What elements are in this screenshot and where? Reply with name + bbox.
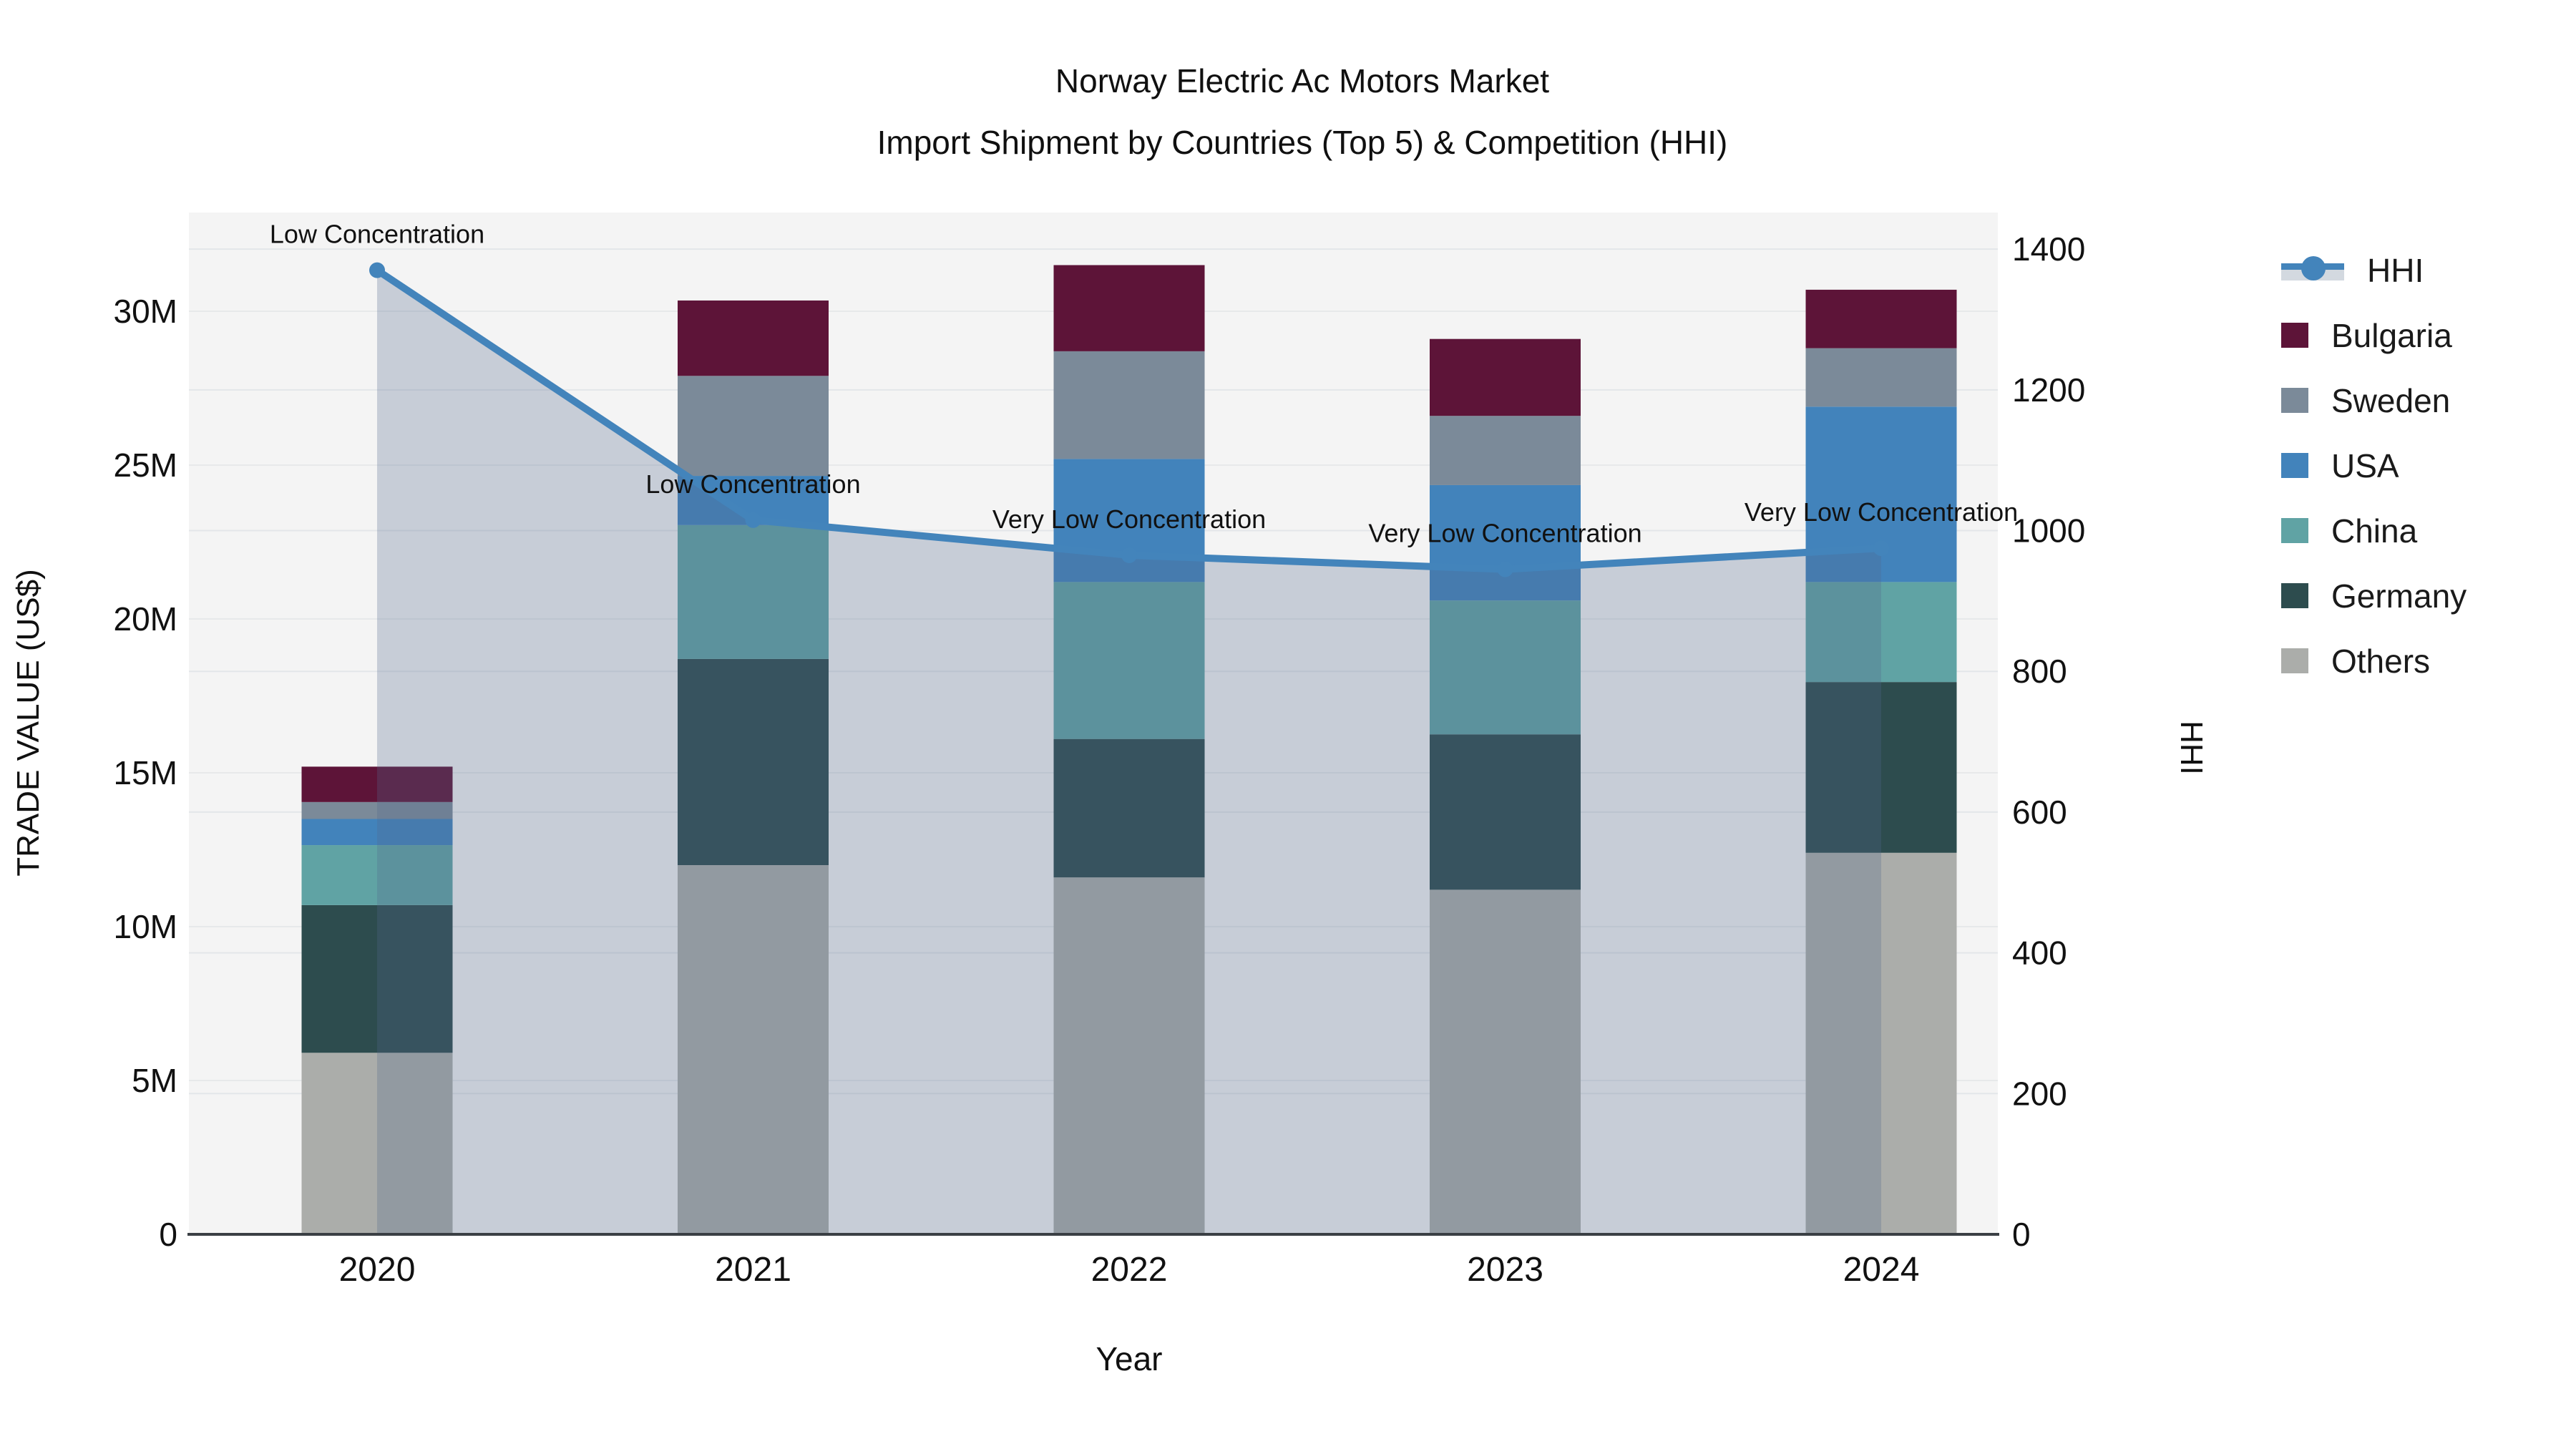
hhi-marker-2020[interactable] xyxy=(369,262,385,278)
legend-item-sweden[interactable]: Sweden xyxy=(2281,368,2467,433)
legend: HHI Bulgaria Sweden USA China Germany Others xyxy=(2281,238,2467,693)
y-right-tick-1000: 1000 xyxy=(2012,512,2085,550)
y-left-tick-30M: 30M xyxy=(114,293,177,330)
chart-title-line1: Norway Electric Ac Motors Market xyxy=(1055,62,1550,99)
bar-segment-2020-sweden[interactable] xyxy=(301,801,453,819)
y-right-tick-1400: 1400 xyxy=(2012,230,2085,268)
y-right-tick-600: 600 xyxy=(2012,794,2067,831)
bar-segment-2021-sweden[interactable] xyxy=(678,376,829,477)
bar-segment-2020-others[interactable] xyxy=(301,1053,453,1234)
bar-segment-2022-others[interactable] xyxy=(1053,877,1205,1234)
bar-segment-2022-china[interactable] xyxy=(1053,582,1205,739)
legend-swatch-usa xyxy=(2281,453,2308,478)
y-left-tick-10M: 10M xyxy=(114,908,177,945)
bar-segment-2020-usa[interactable] xyxy=(301,819,453,846)
annotation-2020: Low Concentration xyxy=(270,220,484,249)
legend-item-germany[interactable]: Germany xyxy=(2281,563,2467,628)
y-right-tick-200: 200 xyxy=(2012,1075,2067,1112)
bar-segment-2024-germany[interactable] xyxy=(1805,682,1957,853)
y-right-tick-800: 800 xyxy=(2012,653,2067,690)
bar-segment-2022-bulgaria[interactable] xyxy=(1053,265,1205,351)
hhi-marker-2024[interactable] xyxy=(1873,540,1889,557)
bar-segment-2023-china[interactable] xyxy=(1430,600,1581,735)
bar-segment-2021-others[interactable] xyxy=(678,865,829,1234)
x-tick-2023: 2023 xyxy=(1467,1251,1543,1289)
hhi-area-fill xyxy=(377,270,1881,1234)
bar-segment-2024-sweden[interactable] xyxy=(1805,348,1957,407)
x-tick-2021: 2021 xyxy=(715,1251,791,1289)
annotation-2024: Very Low Concentration xyxy=(1745,497,2018,527)
legend-label-bulgaria: Bulgaria xyxy=(2331,316,2452,354)
y-left-tick-20M: 20M xyxy=(114,600,177,638)
legend-label-china: China xyxy=(2331,512,2418,550)
legend-swatch-bulgaria xyxy=(2281,323,2308,348)
bar-segment-2022-germany[interactable] xyxy=(1053,738,1205,878)
bar-segment-2023-sweden[interactable] xyxy=(1430,416,1581,485)
y-left-tick-15M: 15M xyxy=(114,754,177,791)
legend-item-hhi[interactable]: HHI xyxy=(2281,238,2467,303)
x-tick-2022: 2022 xyxy=(1091,1251,1168,1289)
y-axis-left-title: TRADE VALUE (US$) xyxy=(11,569,46,877)
bar-segment-2020-bulgaria[interactable] xyxy=(301,766,453,802)
y-left-tick-5M: 5M xyxy=(132,1062,177,1099)
bar-segment-2023-bulgaria[interactable] xyxy=(1430,338,1581,416)
legend-item-others[interactable]: Others xyxy=(2281,628,2467,693)
bar-segment-2020-china[interactable] xyxy=(301,845,453,905)
legend-label-germany: Germany xyxy=(2331,577,2467,615)
hhi-marker-2023[interactable] xyxy=(1497,561,1513,577)
bar-segment-2023-usa[interactable] xyxy=(1430,484,1581,601)
bar-segment-2020-germany[interactable] xyxy=(301,904,453,1053)
bar-segment-2021-china[interactable] xyxy=(678,525,829,659)
y-right-tick-1200: 1200 xyxy=(2012,371,2085,409)
annotation-2021: Low Concentration xyxy=(645,469,860,499)
bar-segment-2021-bulgaria[interactable] xyxy=(678,300,829,376)
y-left-tick-0: 0 xyxy=(159,1216,177,1253)
hhi-marker-2022[interactable] xyxy=(1121,547,1137,563)
legend-swatch-china xyxy=(2281,518,2308,543)
legend-swatch-germany xyxy=(2281,583,2308,608)
legend-item-usa[interactable]: USA xyxy=(2281,433,2467,498)
y-right-tick-400: 400 xyxy=(2012,935,2067,972)
x-tick-2024: 2024 xyxy=(1843,1251,1920,1289)
legend-label-usa: USA xyxy=(2331,447,2399,484)
bar-segment-2024-china[interactable] xyxy=(1805,582,1957,683)
bar-segment-2024-others[interactable] xyxy=(1805,852,1957,1234)
legend-item-china[interactable]: China xyxy=(2281,498,2467,563)
legend-label-hhi: HHI xyxy=(2367,251,2424,289)
hhi-marker-2021[interactable] xyxy=(745,512,761,528)
hhi-line-legend-icon xyxy=(2281,255,2344,285)
legend-label-sweden: Sweden xyxy=(2331,381,2451,419)
annotation-2022: Very Low Concentration xyxy=(992,504,1266,534)
chart-title-line2: Import Shipment by Countries (Top 5) & C… xyxy=(877,124,1728,161)
legend-label-others: Others xyxy=(2331,642,2431,680)
legend-swatch-others xyxy=(2281,648,2308,673)
bar-segment-2021-germany[interactable] xyxy=(678,658,829,865)
bar-segment-2023-others[interactable] xyxy=(1430,889,1581,1234)
bar-segment-2022-sweden[interactable] xyxy=(1053,351,1205,459)
legend-swatch-sweden xyxy=(2281,388,2308,413)
legend-item-bulgaria[interactable]: Bulgaria xyxy=(2281,303,2467,368)
bar-segment-2024-bulgaria[interactable] xyxy=(1805,289,1957,348)
x-axis-title: Year xyxy=(1096,1340,1163,1377)
y-left-tick-25M: 25M xyxy=(114,447,177,484)
y-right-tick-0: 0 xyxy=(2012,1216,2031,1253)
y-axis-right-title: HHI xyxy=(2174,721,2209,775)
x-tick-2020: 2020 xyxy=(339,1251,416,1289)
bar-segment-2023-germany[interactable] xyxy=(1430,734,1581,890)
annotation-2023: Very Low Concentration xyxy=(1368,519,1641,548)
